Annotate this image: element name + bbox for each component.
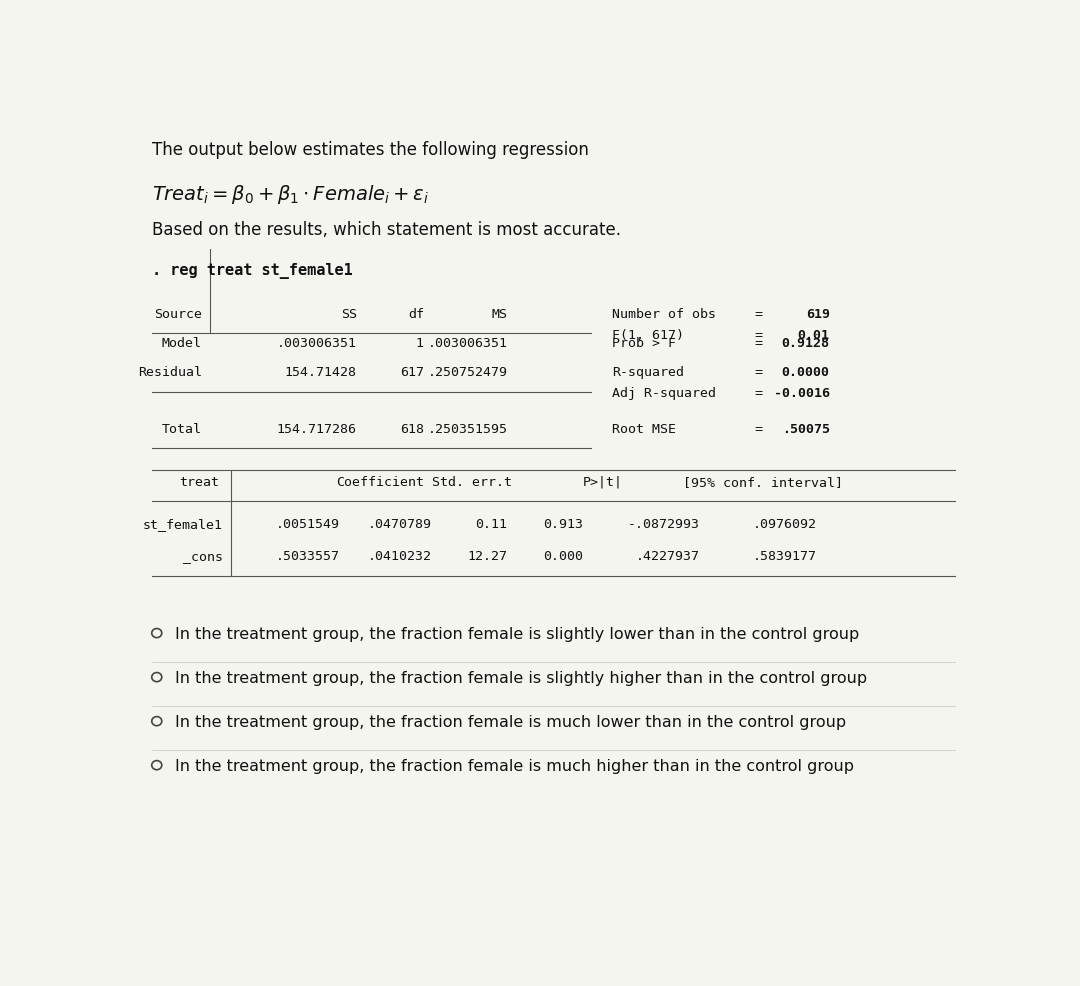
Text: 0.11: 0.11 xyxy=(475,518,508,530)
Text: 0.913: 0.913 xyxy=(543,518,583,530)
Text: Source: Source xyxy=(154,309,202,321)
Text: 12.27: 12.27 xyxy=(468,549,508,563)
Text: t: t xyxy=(503,476,512,489)
Text: Number of obs: Number of obs xyxy=(612,309,716,321)
Text: .5033557: .5033557 xyxy=(276,549,340,563)
Text: In the treatment group, the fraction female is much higher than in the control g: In the treatment group, the fraction fem… xyxy=(175,759,854,774)
Text: The output below estimates the following regression: The output below estimates the following… xyxy=(151,141,589,159)
Text: 0.0000: 0.0000 xyxy=(782,366,829,379)
Text: =: = xyxy=(755,337,762,350)
Text: $Treat_i = \beta_0 + \beta_1 \cdot Female_i + \varepsilon_i$: $Treat_i = \beta_0 + \beta_1 \cdot Femal… xyxy=(151,182,429,206)
Text: =: = xyxy=(755,329,762,342)
Text: .0976092: .0976092 xyxy=(753,518,818,530)
Text: MS: MS xyxy=(491,309,508,321)
Text: Std. err.: Std. err. xyxy=(432,476,504,489)
Text: 1: 1 xyxy=(416,337,423,350)
Text: 618: 618 xyxy=(400,423,423,436)
Text: .5839177: .5839177 xyxy=(753,549,818,563)
Text: Residual: Residual xyxy=(138,366,202,379)
Text: In the treatment group, the fraction female is slightly higher than in the contr: In the treatment group, the fraction fem… xyxy=(175,671,867,686)
Text: . reg treat st_female1: . reg treat st_female1 xyxy=(151,262,352,279)
Text: 0.9128: 0.9128 xyxy=(782,337,829,350)
Text: Prob > F: Prob > F xyxy=(612,337,676,350)
Text: -0.0016: -0.0016 xyxy=(773,387,829,400)
Text: =: = xyxy=(755,423,762,436)
Text: [95% conf. interval]: [95% conf. interval] xyxy=(683,476,842,489)
Text: .250752479: .250752479 xyxy=(428,366,508,379)
Text: Total: Total xyxy=(162,423,202,436)
Text: 0.000: 0.000 xyxy=(543,549,583,563)
Text: .250351595: .250351595 xyxy=(428,423,508,436)
Text: In the treatment group, the fraction female is slightly lower than in the contro: In the treatment group, the fraction fem… xyxy=(175,627,860,642)
Text: 154.717286: 154.717286 xyxy=(276,423,356,436)
Text: In the treatment group, the fraction female is much lower than in the control gr: In the treatment group, the fraction fem… xyxy=(175,715,847,730)
Text: =: = xyxy=(755,309,762,321)
Text: SS: SS xyxy=(341,309,356,321)
Text: -.0872993: -.0872993 xyxy=(627,518,700,530)
Text: treat: treat xyxy=(178,476,218,489)
Text: Coefficient: Coefficient xyxy=(336,476,423,489)
Text: R-squared: R-squared xyxy=(612,366,684,379)
Text: Root MSE: Root MSE xyxy=(612,423,676,436)
Text: .003006351: .003006351 xyxy=(276,337,356,350)
Text: 617: 617 xyxy=(400,366,423,379)
Text: Based on the results, which statement is most accurate.: Based on the results, which statement is… xyxy=(151,221,621,239)
Text: 154.71428: 154.71428 xyxy=(285,366,356,379)
Text: =: = xyxy=(755,387,762,400)
Text: df: df xyxy=(408,309,423,321)
Text: .0410232: .0410232 xyxy=(368,549,432,563)
Text: =: = xyxy=(755,366,762,379)
Text: .0051549: .0051549 xyxy=(276,518,340,530)
Text: P>|t|: P>|t| xyxy=(583,476,623,489)
Text: .4227937: .4227937 xyxy=(636,549,700,563)
Text: 0.01: 0.01 xyxy=(798,329,829,342)
Text: .50075: .50075 xyxy=(782,423,829,436)
Text: .003006351: .003006351 xyxy=(428,337,508,350)
Text: 619: 619 xyxy=(806,309,829,321)
Text: F(1, 617): F(1, 617) xyxy=(612,329,684,342)
Text: st_female1: st_female1 xyxy=(143,518,222,530)
Text: Adj R-squared: Adj R-squared xyxy=(612,387,716,400)
Text: .0470789: .0470789 xyxy=(368,518,432,530)
Text: _cons: _cons xyxy=(183,549,222,563)
Text: Model: Model xyxy=(162,337,202,350)
